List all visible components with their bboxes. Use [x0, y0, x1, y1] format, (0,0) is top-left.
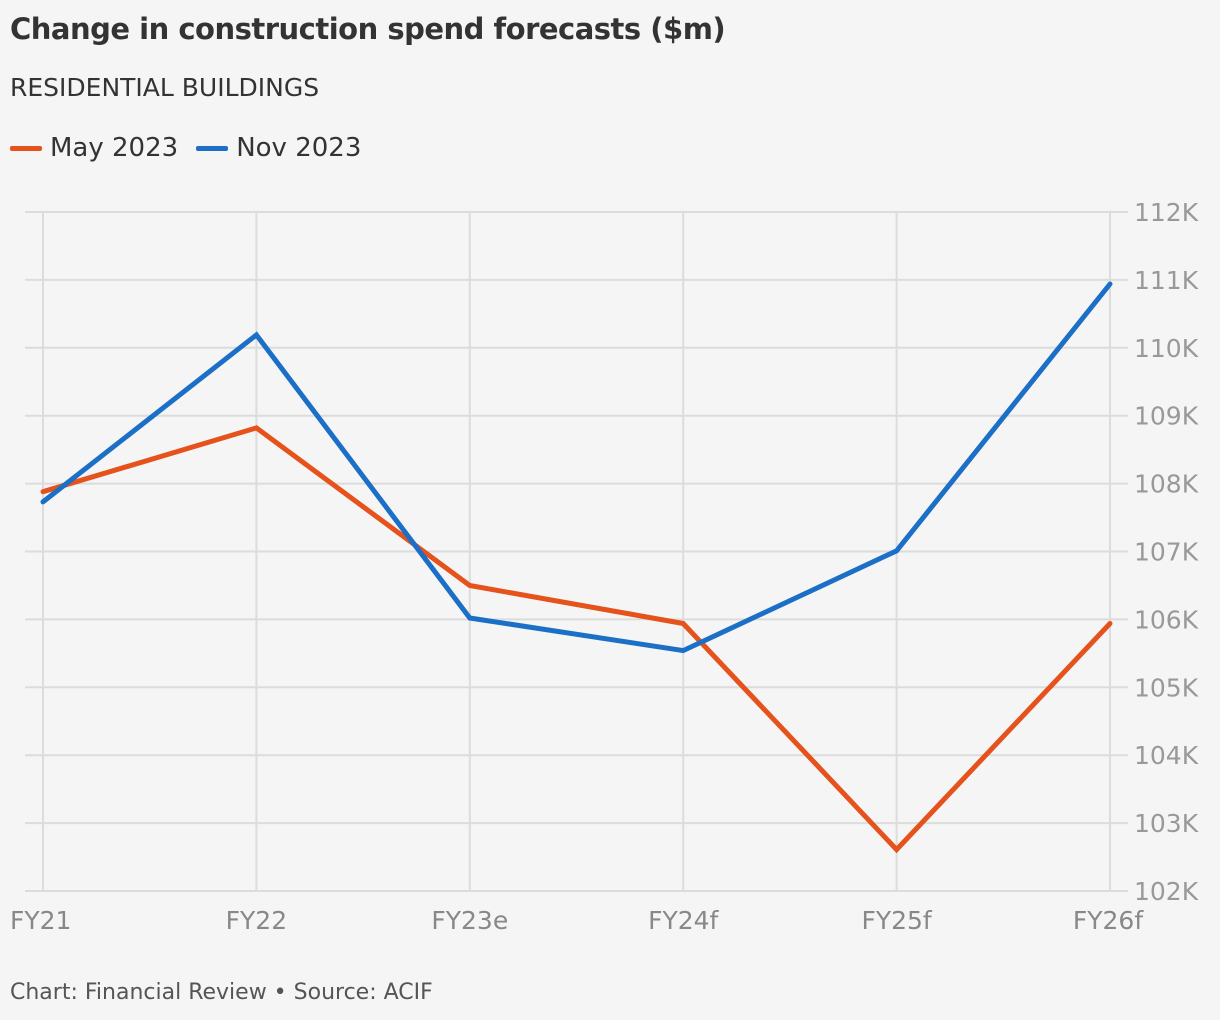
series-line-may-2023 — [40, 425, 1113, 854]
chart-footer: Chart: Financial Review • Source: ACIF — [10, 980, 433, 1005]
x-tick-label: FY24f — [648, 906, 719, 935]
series-line-nov-2023 — [40, 281, 1113, 654]
chart-title: Change in construction spend forecasts (… — [10, 12, 726, 46]
x-tick-label: FY23e — [431, 906, 508, 935]
x-axis: FY21 FY22 FY23e FY24f FY25f FY26f — [10, 906, 1144, 935]
y-tick-label: 112K — [1134, 198, 1199, 227]
legend-swatch-may-2023 — [10, 145, 42, 151]
chart-legend: May 2023 Nov 2023 — [10, 133, 379, 163]
x-tick-label: FY21 — [10, 906, 71, 935]
legend-label-may-2023: May 2023 — [50, 133, 179, 163]
chart-series — [40, 281, 1113, 854]
x-tick-label: FY22 — [226, 906, 287, 935]
chart-subtitle: RESIDENTIAL BUILDINGS — [10, 73, 320, 102]
y-axis: 102K 103K 104K 105K 106K 107K 108K 109K 110K 111K… — [1134, 198, 1199, 906]
y-tick-label: 109K — [1134, 402, 1199, 431]
y-tick-label: 105K — [1134, 673, 1199, 702]
y-tick-label: 104K — [1134, 741, 1199, 770]
y-tick-label: 103K — [1134, 809, 1199, 838]
y-tick-label: 106K — [1134, 605, 1199, 634]
legend-item-nov-2023: Nov 2023 — [196, 133, 361, 163]
y-tick-label: 108K — [1134, 470, 1199, 499]
y-tick-label: 110K — [1134, 334, 1199, 363]
legend-swatch-nov-2023 — [196, 145, 229, 151]
x-tick-label: FY26f — [1073, 906, 1144, 935]
y-tick-label: 102K — [1134, 877, 1199, 906]
legend-item-may-2023: May 2023 — [10, 133, 178, 163]
chart-grid — [25, 211, 1128, 892]
legend-label-nov-2023: Nov 2023 — [236, 133, 362, 163]
y-tick-label: 111K — [1134, 266, 1199, 295]
x-tick-label: FY25f — [861, 906, 932, 935]
y-tick-label: 107K — [1134, 538, 1199, 567]
